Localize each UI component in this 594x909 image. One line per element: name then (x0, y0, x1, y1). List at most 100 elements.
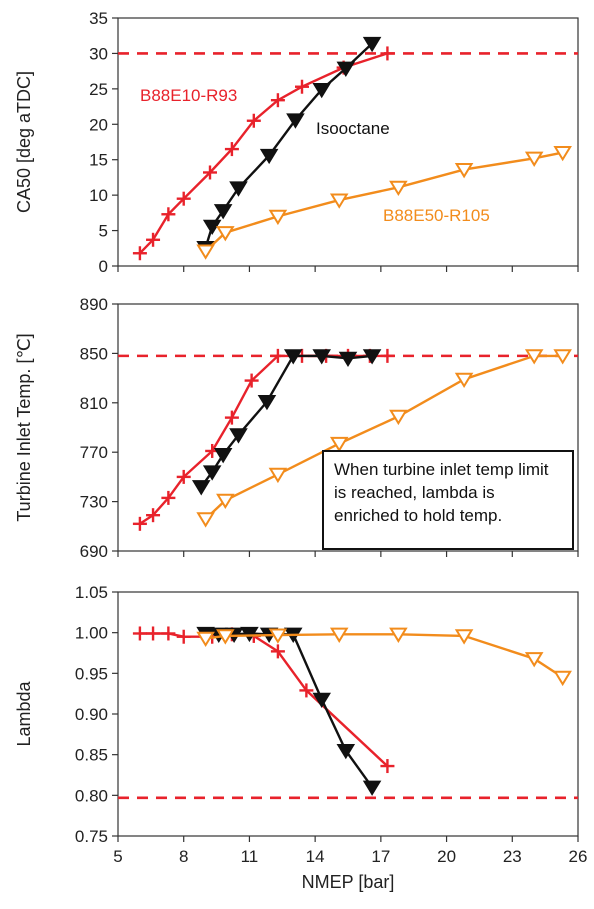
turbine-temp-point-b88e10-r93 (244, 373, 259, 388)
turbine-temp-point-isooctane (312, 349, 331, 365)
turbine-temp-point-isooctane (191, 480, 211, 496)
turbine-temp-point-isooctane (338, 351, 358, 368)
turbine-temp-point-b88e50-r105 (389, 409, 408, 426)
lambda-point-b88e50-r105 (524, 652, 544, 668)
lambda-point-b88e50-r105 (196, 631, 215, 648)
turbine-temp-ytick-label: 850 (80, 344, 108, 363)
ca50-ytick-label: 25 (89, 80, 108, 99)
turbine-temp-point-isooctane (213, 448, 233, 464)
lambda-point-b88e50-r105 (389, 627, 408, 643)
lambda-point-b88e10-r93 (176, 629, 191, 644)
lambda-point-b88e50-r105 (268, 628, 288, 644)
ca50-point-b88e10-r93 (270, 93, 285, 108)
ca50-point-isooctane (229, 181, 248, 197)
lambda-point-isooctane (240, 626, 259, 643)
lambda-point-b88e10-r93 (270, 644, 285, 659)
turbine-temp-series-b88e50-r105-line (204, 354, 563, 520)
ca50-point-b88e50-r105 (329, 193, 349, 209)
lambda-ytick-label: 1.05 (75, 583, 108, 602)
turbine-temp-point-b88e50-r105 (268, 467, 288, 484)
turbine-temp-ytick-label: 810 (80, 394, 108, 413)
lambda-xtick-label: 14 (306, 847, 325, 866)
ca50-point-b88e50-r105 (553, 146, 572, 162)
ca50-point-isooctane (336, 61, 356, 77)
turbine-temp-point-b88e50-r105 (329, 436, 349, 453)
lambda-xtick-label: 8 (179, 847, 188, 866)
turbine-temp-panel: 690 730 770 810 850 890 Turbine Inlet Temp. [℃… (14, 295, 579, 561)
turbine-temp-point-b88e50-r105 (196, 512, 215, 528)
ca50-frame (117, 17, 579, 267)
ca50-point-b88e50-r105 (196, 244, 215, 260)
ca50-point-b88e50-r105 (268, 209, 288, 226)
turbine-temp-point-isooctane (229, 428, 248, 444)
lambda-ytick-label: 0.85 (75, 746, 108, 765)
turbine-temp-point-b88e50-r105 (524, 349, 544, 365)
lambda-panel: 0.75 0.80 0.85 0.90 0.95 1.00 1.05 5 8 11 14 17 20 23… (14, 583, 587, 892)
lambda-point-b88e50-r105 (553, 670, 572, 687)
lambda-xtick-label: 5 (113, 847, 122, 866)
ca50-point-isooctane (202, 219, 222, 235)
x-axis-label: NMEP [bar] (302, 872, 395, 892)
lambda-xtick-label: 26 (569, 847, 588, 866)
ca50-series-b88e50-r105-line (204, 151, 563, 252)
ca50-point-isooctane (362, 36, 382, 53)
turbine-temp-point-isooctane (362, 349, 382, 365)
turbine-temp-ytick-label: 730 (80, 493, 108, 512)
turbine-temp-point-b88e50-r105 (216, 493, 235, 510)
ca50-ytick-label: 0 (99, 257, 108, 276)
ca50-ytick-label: 35 (89, 9, 108, 28)
turbine-temp-point-isooctane (202, 465, 222, 481)
ca50-point-isooctane (312, 82, 331, 99)
turbine-temp-point-b88e10-r93 (176, 469, 191, 484)
turbine-temp-ylabel: Turbine Inlet Temp. [℃] (14, 333, 34, 521)
lambda-point-isooctane (362, 780, 382, 796)
ca50-point-b88e50-r105 (216, 226, 235, 242)
ca50-ytick-label: 15 (89, 151, 108, 170)
lambda-point-b88e50-r105 (454, 629, 474, 645)
label-isooctane: Isooctane (316, 119, 390, 138)
lambda-xtick-label: 11 (241, 847, 259, 866)
turbine-temp-point-b88e50-r105 (454, 372, 474, 389)
lambda-point-isooctane (336, 743, 356, 760)
lambda-ytick-label: 0.95 (75, 664, 108, 683)
lambda-ytick-label: 0.90 (75, 705, 108, 724)
lambda-point-b88e50-r105 (216, 629, 235, 645)
lambda-point-b88e10-r93 (146, 626, 161, 641)
turbine-temp-point-b88e10-r93 (132, 516, 147, 531)
ca50-point-b88e10-r93 (132, 246, 147, 261)
ca50-panel: 0 5 10 15 20 25 30 35 CA50 [deg aTDC] (14, 9, 579, 276)
turbine-temp-point-b88e10-r93 (270, 348, 285, 363)
annotation-box: When turbine inlet temp limit is reached… (322, 450, 574, 550)
lambda-ytick-label: 0.75 (75, 827, 108, 846)
ca50-ytick-label: 5 (99, 222, 108, 241)
ca50-ytick-label: 10 (89, 186, 108, 205)
ca50-ytick-label: 20 (89, 115, 108, 134)
lambda-point-isooctane (312, 692, 331, 709)
ca50-point-b88e10-r93 (246, 113, 261, 128)
lambda-series-isooctane-line (205, 632, 374, 788)
ca50-point-b88e10-r93 (161, 207, 176, 222)
turbine-temp-point-b88e10-r93 (146, 508, 161, 523)
turbine-temp-ytick-label: 770 (80, 443, 108, 462)
lambda-point-b88e10-r93 (132, 626, 147, 641)
ca50-point-b88e10-r93 (380, 46, 395, 61)
turbine-temp-point-b88e10-r93 (224, 410, 239, 425)
lambda-ytick-label: 1.00 (75, 624, 108, 643)
ca50-point-isooctane (259, 148, 279, 165)
turbine-temp-point-b88e10-r93 (161, 490, 176, 505)
turbine-temp-frame (117, 303, 579, 552)
label-b88e50-r105: B88E50-R105 (383, 206, 490, 225)
turbine-temp-point-isooctane (283, 349, 303, 365)
ca50-ytick-label: 30 (89, 44, 108, 63)
label-b88e10-r93: B88E10-R93 (140, 86, 237, 105)
ca50-point-b88e10-r93 (176, 191, 191, 206)
turbine-temp-point-b88e50-r105 (553, 349, 572, 365)
ca50-point-b88e10-r93 (224, 142, 239, 157)
lambda-ytick-label: 0.80 (75, 786, 108, 805)
lambda-xtick-label: 17 (371, 847, 390, 866)
ca50-point-b88e10-r93 (203, 165, 217, 180)
turbine-temp-point-b88e10-r93 (380, 348, 395, 363)
lambda-series-b88e50-r105-line (205, 633, 564, 679)
lambda-point-b88e10-r93 (380, 759, 395, 774)
